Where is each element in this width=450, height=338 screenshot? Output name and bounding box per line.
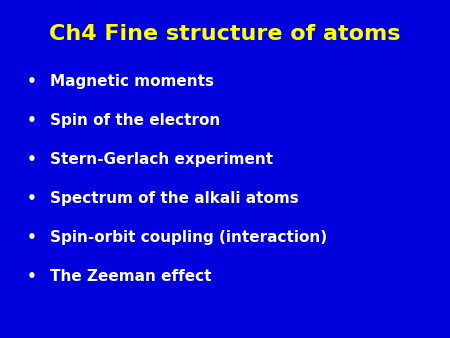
Text: •: • (27, 230, 36, 245)
Text: •: • (27, 152, 36, 167)
Text: The Zeeman effect: The Zeeman effect (50, 269, 211, 284)
Text: Spectrum of the alkali atoms: Spectrum of the alkali atoms (50, 191, 298, 206)
Text: •: • (27, 269, 36, 284)
Text: Spin-orbit coupling (interaction): Spin-orbit coupling (interaction) (50, 230, 327, 245)
Text: •: • (27, 74, 36, 89)
Text: Magnetic moments: Magnetic moments (50, 74, 213, 89)
Text: Spin of the electron: Spin of the electron (50, 113, 220, 128)
Text: Stern-Gerlach experiment: Stern-Gerlach experiment (50, 152, 273, 167)
Text: Ch4 Fine structure of atoms: Ch4 Fine structure of atoms (49, 24, 401, 44)
Text: •: • (27, 191, 36, 206)
Text: •: • (27, 113, 36, 128)
